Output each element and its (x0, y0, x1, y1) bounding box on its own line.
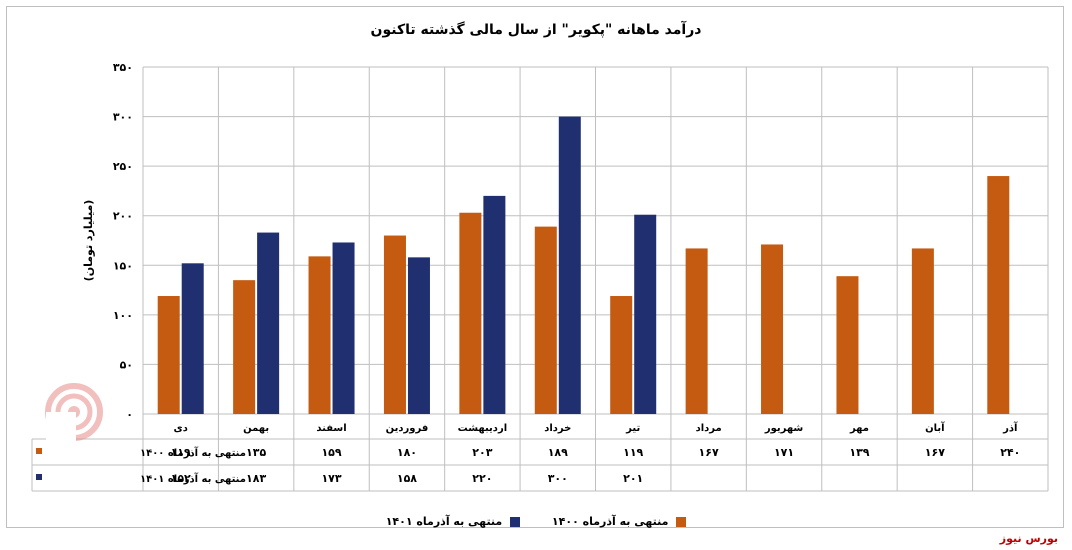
table-row-header: منتهی به آذرماه ۱۴۰۰ (140, 446, 246, 459)
legend-swatch-series-2 (510, 517, 521, 527)
y-tick-label: ۰ (126, 408, 133, 421)
chart-frame (6, 6, 1064, 528)
chart-legend: منتهی به آذرماه ۱۴۰۰ منتهی به آذرماه ۱۴۰… (0, 515, 1072, 528)
bar-series1-3 (383, 235, 406, 414)
table-cell-value: ۱۳۹ (849, 446, 869, 459)
watermark-logo-icon (45, 383, 103, 444)
table-cell-value: ۱۵۲ (171, 472, 191, 485)
category-label: مهر (849, 423, 869, 434)
legend-swatch-series-1 (676, 517, 687, 527)
bar-series1-9 (836, 276, 859, 414)
legend-item-series-1: منتهی به آذرماه ۱۴۰۰ (551, 515, 687, 528)
bar-series1-6 (610, 296, 633, 414)
table-cell-value: ۱۱۹ (171, 446, 191, 459)
table-row-swatch (36, 448, 42, 454)
table-cell-value: ۱۸۳ (246, 472, 266, 485)
category-label: خرداد (544, 423, 571, 434)
table-cell-value: ۱۸۰ (397, 446, 417, 459)
category-label: بهمن (243, 423, 269, 434)
legend-item-series-2: منتهی به آذرماه ۱۴۰۱ (385, 515, 521, 528)
y-tick-label: ۱۵۰ (113, 259, 133, 272)
y-tick-label: ۱۰۰ (113, 309, 133, 322)
legend-label-series-2: منتهی به آذرماه ۱۴۰۱ (385, 515, 503, 528)
brand-label: بورس نیوز (999, 532, 1058, 545)
table-cell-value: ۲۰۱ (623, 472, 643, 485)
category-label: دی (174, 423, 188, 434)
bar-series2-3 (407, 257, 430, 414)
y-tick-label: ۵۰ (120, 358, 133, 371)
category-label: آبان (925, 421, 945, 434)
bar-series1-0 (157, 296, 180, 414)
category-label: تیر (625, 423, 640, 434)
table-cell-value: ۲۴۰ (1000, 446, 1020, 459)
bar-series1-8 (761, 244, 784, 414)
legend-label-series-1: منتهی به آذرماه ۱۴۰۰ (551, 515, 669, 528)
y-tick-label: ۳۵۰ (113, 61, 133, 74)
category-label: مرداد (696, 423, 722, 434)
table-cell-value: ۳۰۰ (548, 472, 568, 485)
table-cell-value: ۱۸۹ (548, 446, 568, 459)
table-cell-value: ۲۲۰ (472, 472, 492, 485)
y-tick-label: ۲۰۰ (113, 210, 133, 223)
table-cell-value: ۱۷۱ (774, 446, 794, 459)
table-row-header: منتهی به آذرماه ۱۴۰۱ (140, 472, 246, 485)
bar-series2-2 (332, 242, 355, 414)
bar-series2-0 (181, 263, 204, 414)
table-cell-value: ۱۳۵ (246, 446, 266, 459)
bar-series2-4 (483, 195, 506, 414)
bar-series1-4 (459, 212, 482, 414)
table-cell-value: ۱۵۹ (321, 446, 341, 459)
y-axis-label: (میلیارد تومان) (82, 200, 95, 282)
table-row-swatch (36, 474, 42, 480)
bar-series1-11 (987, 176, 1010, 414)
bar-series1-2 (308, 256, 331, 414)
category-label: اسفند (316, 423, 346, 434)
chart-title: درآمد ماهانه "پکویر" از سال مالی گذشته ت… (370, 22, 702, 38)
bar-series1-1 (233, 280, 256, 414)
table-cell-value: ۱۶۷ (925, 446, 945, 459)
category-label: آذر (1002, 421, 1018, 434)
category-label: فروردین (386, 423, 429, 434)
bar-series1-7 (685, 248, 708, 414)
table-cell-value: ۲۰۳ (472, 446, 492, 459)
table-cell-value: ۱۶۷ (699, 446, 719, 459)
table-cell-value: ۱۷۳ (321, 472, 341, 485)
y-tick-label: ۳۰۰ (113, 111, 133, 124)
bar-series2-1 (257, 232, 280, 414)
bar-series1-5 (534, 226, 557, 414)
bar-series2-6 (634, 214, 657, 414)
category-label: شهریور (764, 423, 804, 434)
table-cell-value: ۱۱۹ (623, 446, 643, 459)
bar-series1-10 (911, 248, 934, 414)
table-cell-value: ۱۵۸ (397, 472, 417, 485)
category-label: اردیبهشت (458, 423, 508, 434)
y-tick-label: ۲۵۰ (113, 160, 133, 173)
bar-series2-5 (558, 116, 581, 415)
